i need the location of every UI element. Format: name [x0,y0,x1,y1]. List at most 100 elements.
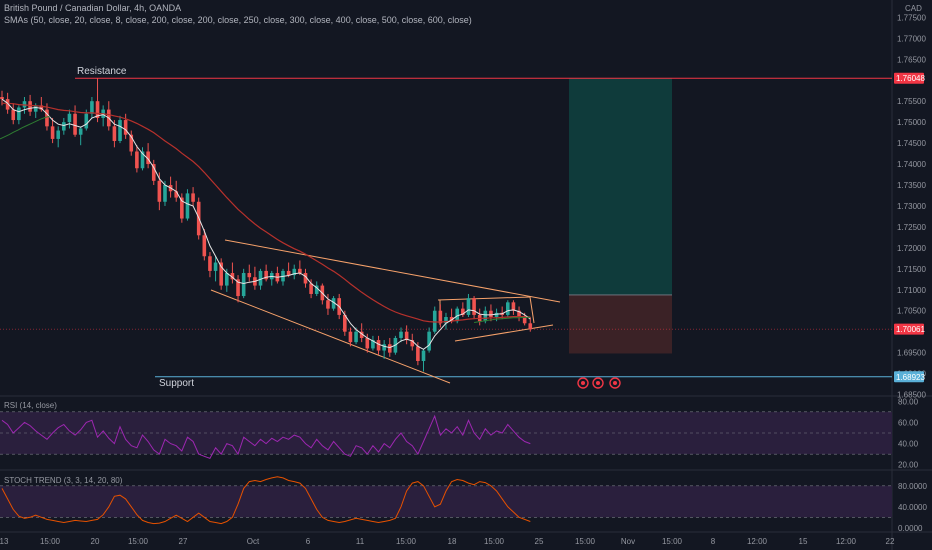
candle [236,275,240,303]
candle [78,126,83,146]
rsi-pane[interactable]: RSI (14, close) 80.00 60.00 40.00 20.00 [0,397,919,470]
candle [528,317,533,332]
candle [219,258,223,290]
position-tool[interactable] [569,78,672,354]
candle [11,103,16,125]
wedge-upper-line[interactable] [224,239,561,303]
rsi-legend: RSI (14, close) [4,401,57,410]
price-tick-label: 1.74000 [897,160,926,169]
price-tick-label: 1.73000 [897,202,926,211]
time-tick-label: 15:00 [128,537,149,546]
candle [399,327,403,343]
candle [140,147,145,171]
time-axis[interactable]: 13 15:00 20 15:00 27 Oct 6 11 15:00 18 15:00 25 15:0… [0,537,895,546]
candle [432,306,437,334]
candle [314,281,319,297]
indicator-legend[interactable]: SMAs (50, close, 20, close, 8, close, 20… [4,15,472,25]
price-tag-label: 1.68923 [896,373,925,382]
drawing-layer: Resistance Support [0,66,892,389]
candle [371,335,375,351]
flag-upper-line[interactable] [437,296,531,301]
price-tick-label: 1.77500 [897,13,926,22]
stoch-tick-label: 0.0000 [898,524,923,533]
chart-title: British Pound / Canadian Dollar, 4h, OAN… [4,3,182,13]
event-icon[interactable] [592,377,604,389]
candle [404,325,409,345]
stoch-tick-label: 40.0000 [898,503,927,512]
sma-green-line [0,115,50,140]
price-tag-label: 1.76048 [896,74,925,83]
time-tick-label: 22 [886,537,895,546]
price-tick-label: 1.71000 [897,286,926,295]
candle [466,293,471,318]
candle [438,304,443,328]
candle [365,333,370,353]
candle [208,252,212,278]
candle [90,97,94,118]
time-tick-label: 27 [179,537,188,546]
candle [275,266,280,284]
support-label: Support [159,378,194,389]
time-tick-label: 15:00 [662,537,683,546]
candle [410,333,415,351]
wedge-lower-line[interactable] [210,289,451,384]
target-zone[interactable] [569,78,672,295]
price-tick-label: 1.72000 [897,244,926,253]
stoch-tick-label: 80.0000 [898,482,927,491]
time-tick-label: Oct [247,537,260,546]
stoch-trend-pane[interactable]: STOCH TREND (3, 3, 14, 20, 80) 80.0000 40.… [0,476,927,533]
stoch-line [1,476,531,525]
candle [17,105,21,125]
candle [269,270,274,286]
flag-right-edge[interactable] [529,296,535,324]
candle [511,300,516,315]
candle [230,262,235,284]
rsi-line [1,414,531,460]
price-tag[interactable]: 1.68923 [894,371,925,383]
candlestick-series [0,78,533,372]
price-tick-label: 1.68500 [897,391,926,400]
sma-green-line-late [474,316,531,323]
candle [213,256,218,282]
candle [185,189,190,221]
candle [517,306,521,322]
candle [106,101,111,131]
candle [264,264,268,282]
candle [472,296,476,320]
candle [118,115,122,144]
candle [39,97,44,112]
candle [309,279,313,299]
price-tick-label: 1.75000 [897,118,926,127]
candle [281,268,285,286]
price-tag[interactable]: 1.70061 [894,323,925,335]
rsi-tick-label: 60.00 [898,418,919,427]
candle [95,78,100,123]
time-tick-label: 12:00 [747,537,768,546]
candle [376,335,381,355]
price-tick-label: 1.70500 [897,307,926,316]
candle [253,266,257,290]
candle [62,117,66,135]
price-tag[interactable]: 1.76048 [894,72,925,84]
price-axis[interactable]: 1.77500 1.77000 1.76500 1.75500 1.75000 1.745… [894,4,926,400]
candle [427,327,431,353]
candle [421,348,426,372]
flag-lower-line[interactable] [454,324,554,342]
stop-zone[interactable] [569,294,672,354]
candle [151,159,156,186]
event-markers[interactable] [577,377,621,389]
event-icon[interactable] [577,377,589,389]
candle [506,300,510,318]
candle [477,308,482,326]
time-tick-label: 15:00 [575,537,596,546]
time-tick-label: 15 [799,537,808,546]
candle [354,327,358,345]
price-tick-label: 1.71500 [897,265,926,274]
time-tick-label: 20 [91,537,100,546]
time-tick-label: 12:00 [836,537,857,546]
event-icon[interactable] [609,377,621,389]
candle [123,113,128,139]
candle [191,187,195,206]
candle [56,126,60,148]
